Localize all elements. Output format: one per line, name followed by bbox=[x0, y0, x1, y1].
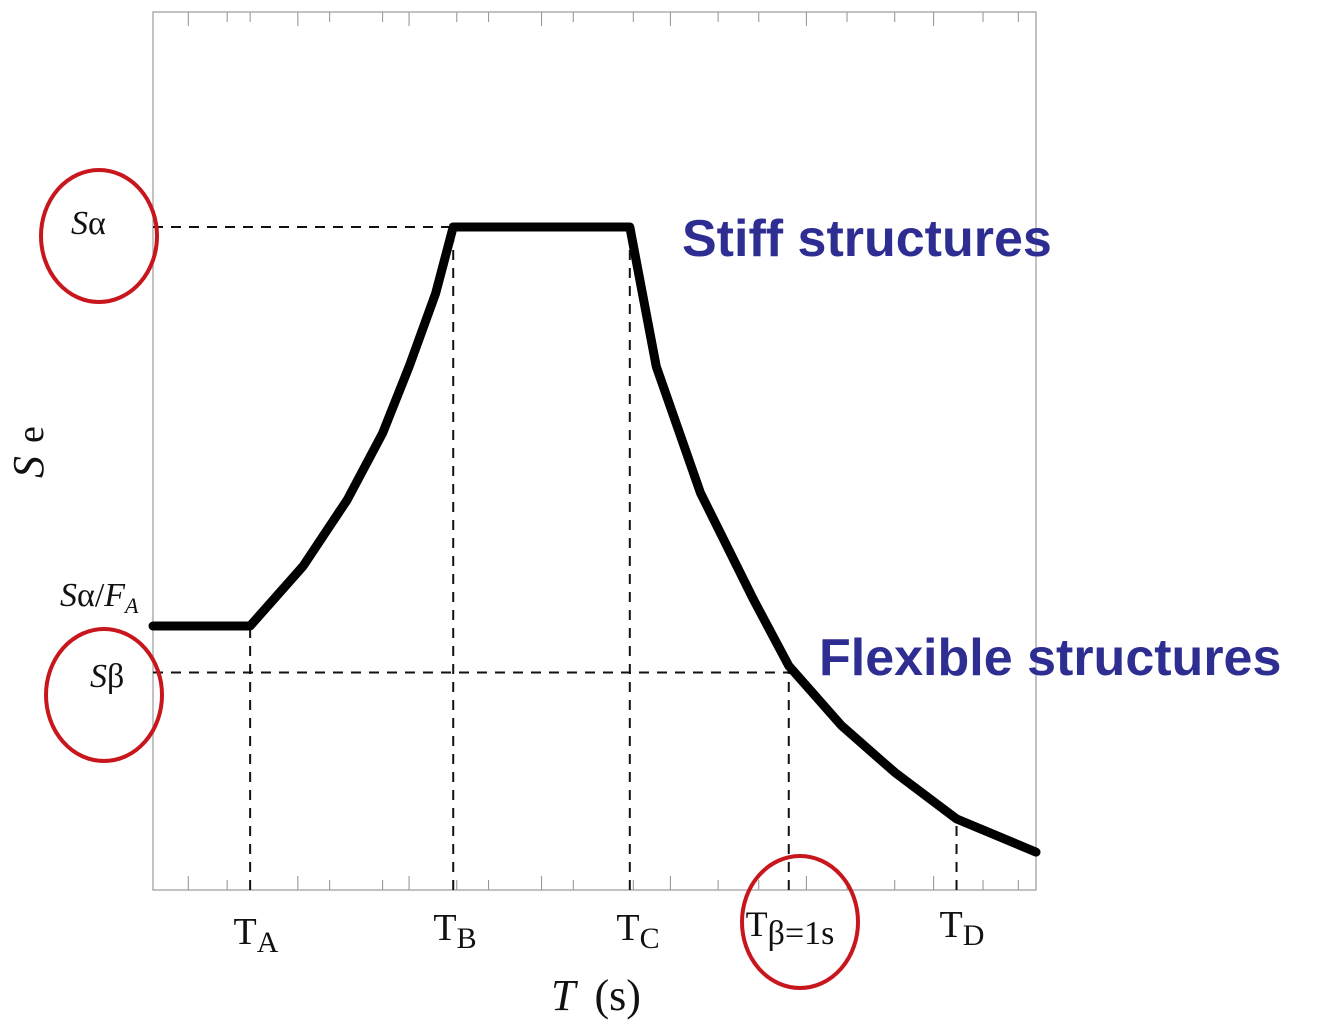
y-tick-label-sub: β bbox=[107, 658, 124, 695]
y-axis-label: S e bbox=[4, 426, 53, 478]
x-tick-label-TA: TA bbox=[234, 911, 279, 959]
x-tick-label-Tbeta: Tβ=1s bbox=[746, 904, 835, 952]
x-tick-label-sub: B bbox=[457, 922, 477, 955]
annotations: Stiff structures Flexible structures bbox=[682, 210, 1281, 687]
x-tick-label-sub: β=1s bbox=[768, 915, 835, 952]
highlight-circle-Salpha bbox=[39, 168, 159, 304]
y-axis-label-sub: e bbox=[10, 426, 52, 443]
y-tick-label-sub: α bbox=[88, 205, 106, 242]
x-tick-label-TD: TD bbox=[940, 904, 985, 952]
y-tick-label-mid: α/ bbox=[77, 577, 105, 614]
annotation-stiff: Stiff structures bbox=[682, 210, 1052, 268]
x-tick-label-main: T bbox=[940, 904, 963, 946]
x-axis-label-unit: (s) bbox=[595, 971, 641, 1020]
x-tick-label-TB: TB bbox=[433, 907, 476, 955]
x-axis-label: T (s) bbox=[551, 971, 641, 1020]
y-tick-label-main: S bbox=[60, 577, 77, 614]
x-axis-label-var: T bbox=[551, 971, 579, 1020]
guide-lines bbox=[153, 226, 958, 890]
x-tick-label-main: T bbox=[433, 907, 456, 949]
x-tick-label-TC: TC bbox=[616, 907, 659, 955]
annotation-flexible: Flexible structures bbox=[819, 629, 1281, 687]
y-tick-label-SalphaFA: Sα/FA bbox=[60, 577, 139, 618]
y-tick-label-Sbeta: Sβ bbox=[90, 658, 124, 695]
curve-layer bbox=[148, 222, 1041, 857]
y-axis-label-main: S bbox=[4, 456, 53, 478]
y-tick-label-sub: A bbox=[123, 593, 139, 618]
y-tick-label-main: S bbox=[90, 658, 107, 695]
x-tick-label-sub: C bbox=[640, 922, 660, 955]
x-tick-label-main: T bbox=[616, 907, 639, 949]
highlight-circle-Sbeta bbox=[44, 627, 164, 763]
x-tick-label-sub: A bbox=[257, 926, 279, 959]
y-tick-label-Salpha: Sα bbox=[71, 205, 106, 242]
plot-area bbox=[152, 11, 1037, 891]
highlight-circles bbox=[39, 168, 860, 990]
y-tick-label-main: S bbox=[71, 205, 88, 242]
y-tick-label-italic: F bbox=[103, 577, 126, 614]
highlight-circle-Tbeta bbox=[740, 854, 860, 990]
x-tick-label-sub: D bbox=[963, 919, 985, 952]
x-tick-label-main: T bbox=[746, 904, 768, 944]
x-tick-label-main: T bbox=[234, 911, 257, 953]
